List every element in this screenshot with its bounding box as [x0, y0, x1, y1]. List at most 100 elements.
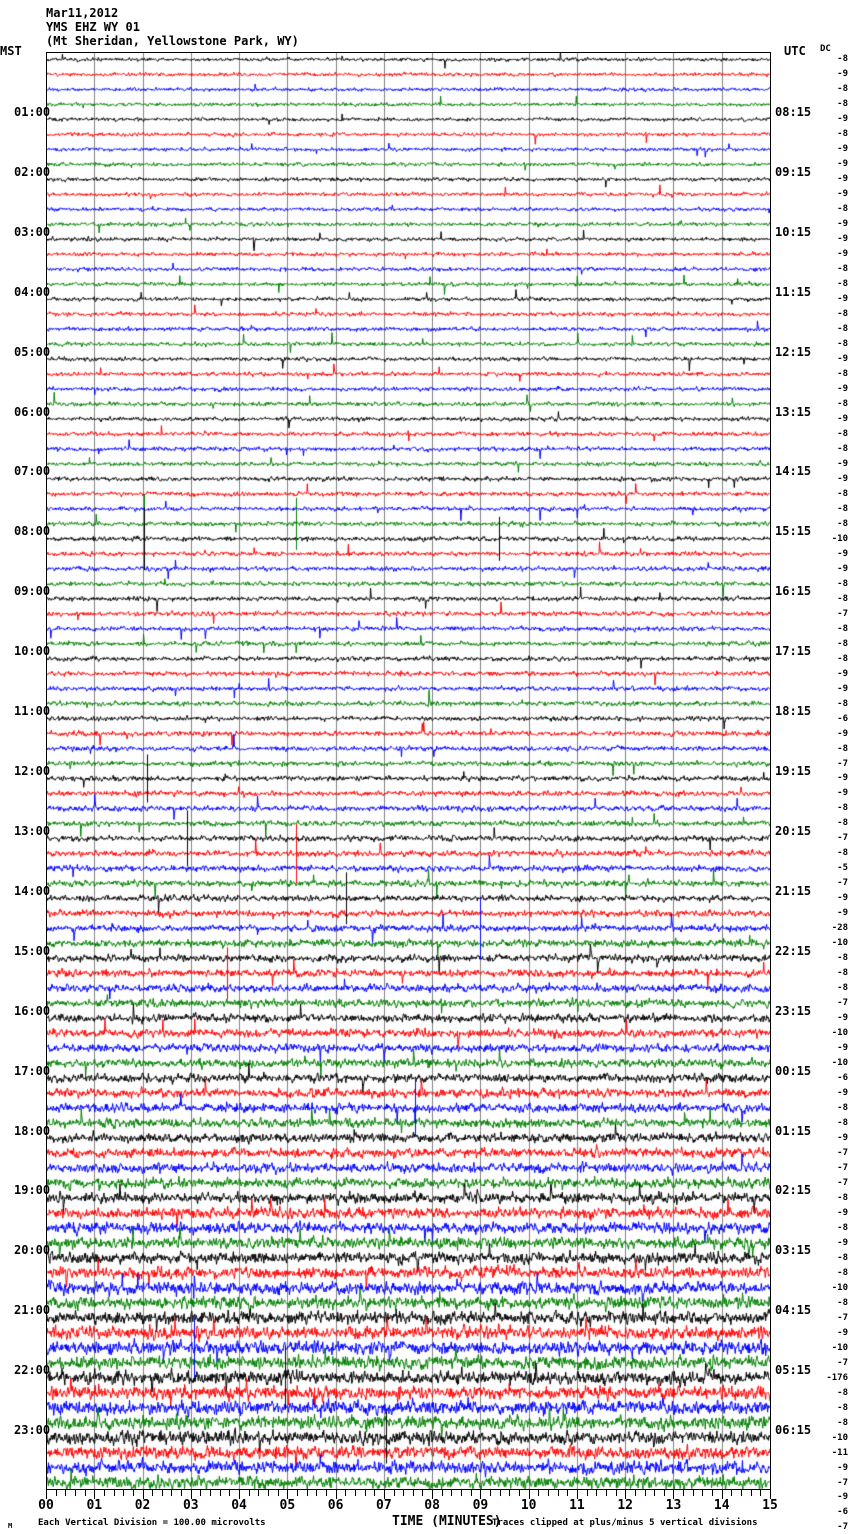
mst-hour-label: 03:00: [14, 224, 51, 239]
dc-value: -8: [837, 593, 848, 604]
dc-value: -8: [837, 518, 848, 529]
mst-hour-label: 01:00: [14, 104, 51, 119]
x-tick: [422, 1490, 424, 1496]
dc-value: -8: [837, 339, 848, 350]
x-tick: [770, 1490, 771, 1499]
dc-value: -9: [837, 773, 848, 784]
utc-hour-label: 15:15: [775, 524, 812, 539]
utc-hour-label: 22:15: [775, 943, 812, 958]
dc-value: -6: [837, 1073, 848, 1084]
trace-canvas: [46, 52, 771, 1490]
x-tick: [538, 1490, 540, 1496]
x-tick: [547, 1490, 549, 1496]
dc-value: -9: [837, 1043, 848, 1054]
footer-scale-note: Each Vertical Division = 100.00 microvol…: [38, 1518, 266, 1528]
dc-value: -8: [837, 1402, 848, 1413]
dc-value: -8: [837, 1192, 848, 1203]
dc-value: -7: [837, 758, 848, 769]
mst-hour-label: 13:00: [14, 823, 51, 838]
x-tick: [605, 1490, 607, 1496]
dc-value: -10: [831, 938, 848, 949]
x-tick: [374, 1490, 376, 1496]
dc-value: -9: [837, 1327, 848, 1338]
dc-value: -8: [837, 698, 848, 709]
x-tick: [171, 1490, 173, 1496]
dc-value: -8: [837, 818, 848, 829]
dc-value: -9: [837, 788, 848, 799]
dc-value: -9: [837, 189, 848, 200]
x-tick-label: 11: [569, 1498, 585, 1513]
x-tick: [412, 1490, 414, 1496]
dc-value: -10: [831, 1432, 848, 1443]
utc-hour-label: 21:15: [775, 883, 812, 898]
utc-hour-label: 06:15: [775, 1423, 812, 1438]
x-tick: [393, 1490, 395, 1496]
dc-value: -8: [837, 279, 848, 290]
dc-value: -8: [837, 653, 848, 664]
mst-hour-label: 06:00: [14, 404, 51, 419]
utc-hour-label: 08:15: [775, 104, 812, 119]
dc-value: -7: [837, 1312, 848, 1323]
dc-value: -7: [837, 1522, 848, 1533]
x-tick: [94, 1490, 96, 1499]
dc-value: -8: [837, 848, 848, 859]
utc-hour-label: 10:15: [775, 224, 812, 239]
utc-hour-label: 05:15: [775, 1363, 812, 1378]
mst-hour-label: 08:00: [14, 524, 51, 539]
dc-value: -9: [837, 249, 848, 260]
mst-hour-label: 22:00: [14, 1363, 51, 1378]
dc-value: -9: [837, 683, 848, 694]
axis-label-mst: MST: [0, 44, 22, 58]
dc-value: -9: [837, 1132, 848, 1143]
x-tick: [451, 1490, 453, 1496]
header-date: Mar11,2012: [46, 6, 119, 20]
dc-value: -10: [831, 1058, 848, 1069]
dc-value: -8: [837, 399, 848, 409]
dc-value: -8: [837, 578, 848, 589]
x-tick: [239, 1490, 241, 1499]
x-tick: [557, 1490, 559, 1496]
x-tick-label: 01: [86, 1498, 103, 1513]
dc-value: -8: [837, 623, 848, 634]
footer-clip-note: Traces clipped at plus/minus 5 vertical …: [492, 1518, 758, 1528]
dc-value: -9: [837, 563, 848, 574]
x-tick: [625, 1490, 627, 1499]
x-tick-label: 09: [472, 1498, 489, 1513]
x-axis-ticks: [46, 1490, 771, 1499]
axis-label-utc: UTC: [784, 44, 806, 58]
dc-value: -7: [837, 608, 848, 619]
x-axis-title: TIME (MINUTES): [392, 1514, 502, 1529]
dc-value: -8: [837, 1222, 848, 1233]
x-tick-label: 13: [665, 1498, 682, 1513]
header-site: (Mt Sheridan, Yellowstone Park, WY): [46, 34, 299, 48]
x-tick: [248, 1490, 250, 1496]
x-tick: [123, 1490, 125, 1496]
x-tick-label: 08: [424, 1498, 440, 1513]
dc-value: -8: [837, 324, 848, 335]
dc-value: -6: [837, 1507, 848, 1518]
x-tick: [741, 1490, 743, 1496]
x-tick: [721, 1490, 723, 1499]
dc-value: -8: [837, 264, 848, 275]
x-tick: [750, 1490, 752, 1496]
x-tick: [586, 1490, 588, 1496]
dc-value: -10: [831, 1282, 848, 1293]
x-tick: [152, 1490, 154, 1496]
dc-value: -9: [837, 1237, 848, 1248]
x-tick: [509, 1490, 511, 1496]
x-tick: [190, 1490, 192, 1499]
dc-value: -8: [837, 638, 848, 649]
x-tick: [712, 1490, 714, 1496]
dc-value: -9: [837, 144, 848, 155]
x-tick: [74, 1490, 76, 1496]
x-tick: [161, 1490, 163, 1496]
mst-hour-label: 21:00: [14, 1303, 51, 1318]
dc-value: -10: [831, 1342, 848, 1353]
x-tick: [470, 1490, 472, 1496]
dc-value: -8: [837, 369, 848, 380]
seismogram-plot: [46, 52, 771, 1490]
dc-value: -9: [837, 234, 848, 245]
x-tick: [403, 1490, 405, 1496]
mst-hour-label: 12:00: [14, 764, 51, 778]
dc-value: -9: [837, 159, 848, 170]
